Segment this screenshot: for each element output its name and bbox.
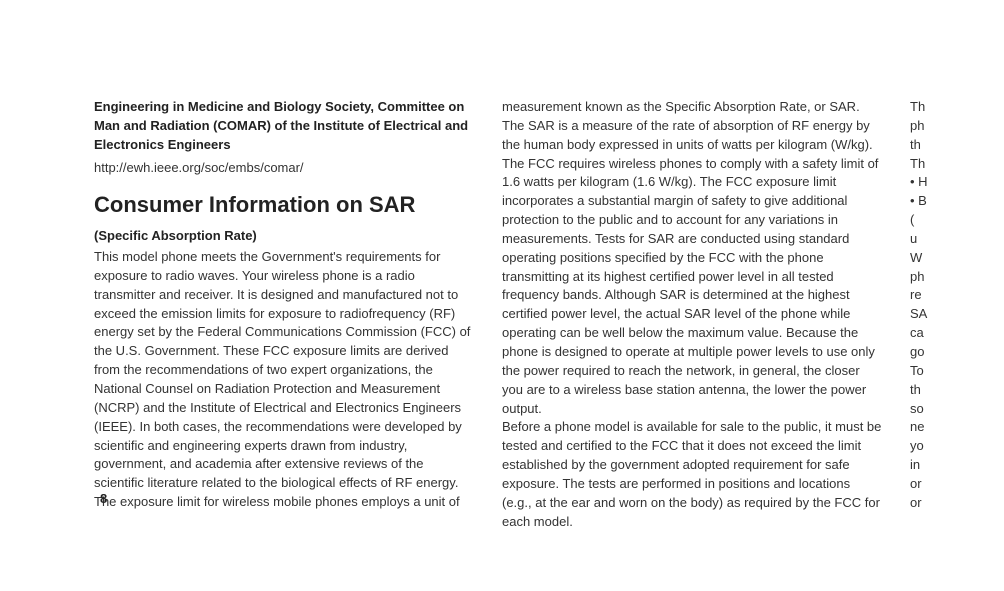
page-number: 8	[100, 491, 107, 506]
page-content: Engineering in Medicine and Biology Soci…	[94, 98, 1004, 531]
cutoff-line: W	[910, 249, 940, 268]
body-text: Before a phone model is available for sa…	[502, 418, 882, 531]
cutoff-line: Th	[910, 155, 940, 174]
cutoff-line: • H	[910, 173, 940, 192]
cutoff-line: yo	[910, 437, 940, 456]
body-text: This model phone meets the Government's …	[94, 248, 474, 493]
cutoff-line: ph	[910, 268, 940, 287]
cutoff-line: go	[910, 343, 940, 362]
column-left: Engineering in Medicine and Biology Soci…	[94, 98, 474, 531]
body-text: The exposure limit for wireless mobile p…	[94, 493, 474, 512]
cutoff-line: Th	[910, 98, 940, 117]
section-title: Consumer Information on SAR	[94, 189, 474, 221]
cutoff-line: th	[910, 381, 940, 400]
cutoff-line: ca	[910, 324, 940, 343]
comar-heading: Engineering in Medicine and Biology Soci…	[94, 98, 474, 155]
cutoff-line: SA	[910, 305, 940, 324]
cutoff-line: • B	[910, 192, 940, 211]
body-text: measurement known as the Specific Absorp…	[502, 98, 882, 418]
cutoff-line: so	[910, 400, 940, 419]
cutoff-line: ph	[910, 117, 940, 136]
column-middle: measurement known as the Specific Absorp…	[502, 98, 882, 531]
cutoff-line: (	[910, 211, 940, 230]
cutoff-line: To	[910, 362, 940, 381]
cutoff-line: u	[910, 230, 940, 249]
cutoff-line: or	[910, 494, 940, 513]
cutoff-line: th	[910, 136, 940, 155]
section-subtitle: (Specific Absorption Rate)	[94, 227, 474, 246]
cutoff-line: ne	[910, 418, 940, 437]
cutoff-line: or	[910, 475, 940, 494]
cutoff-line: re	[910, 286, 940, 305]
column-right-cutoff: ThphthTh• H• B ( uWphreSAcagoTothsoneyoi…	[910, 98, 940, 531]
comar-url[interactable]: http://ewh.ieee.org/soc/embs/comar/	[94, 159, 474, 178]
cutoff-line: in	[910, 456, 940, 475]
